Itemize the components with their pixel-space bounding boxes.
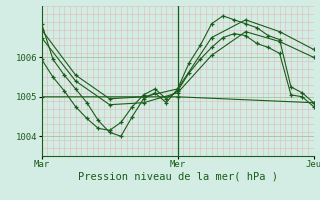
- X-axis label: Pression niveau de la mer( hPa ): Pression niveau de la mer( hPa ): [77, 172, 278, 182]
